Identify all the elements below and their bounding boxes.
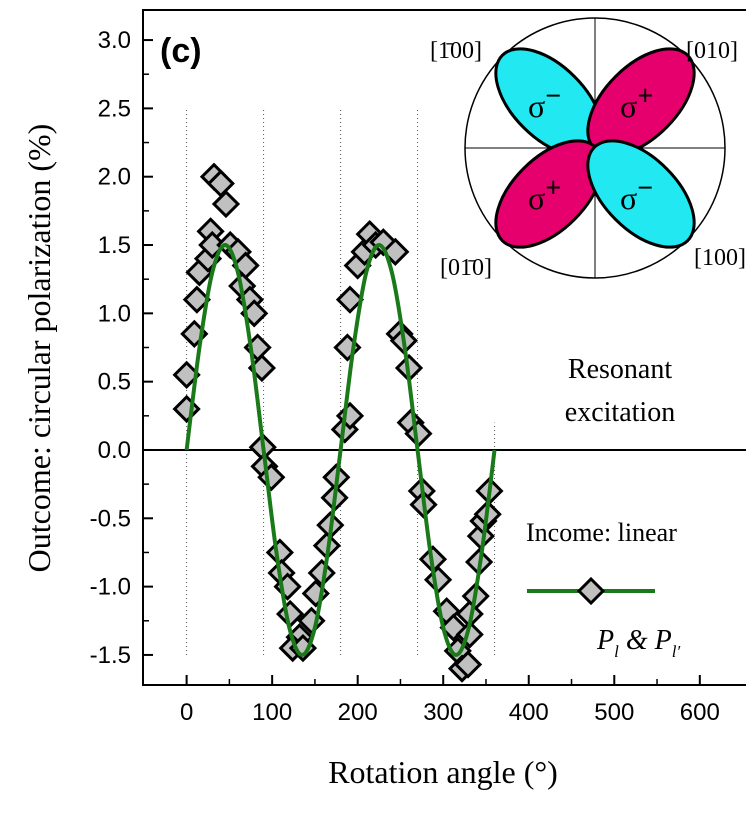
point xyxy=(576,576,606,606)
direction-label: [100] xyxy=(694,245,746,271)
lobe-symbol: σ xyxy=(528,88,545,124)
fit-line xyxy=(184,243,497,657)
y-tick-label: -1.0 xyxy=(90,574,131,601)
inset: [1̄00] [010] [01̄0] [100] σ− σ+ σ+ σ− xyxy=(430,17,746,281)
lobe-label: σ− xyxy=(620,173,653,216)
x-axis-title: Rotation angle (°) xyxy=(328,754,558,790)
y-tick-label: 0.0 xyxy=(98,437,131,464)
y-tick-label: 2.5 xyxy=(98,95,131,122)
point xyxy=(335,401,365,430)
legend-label-part: l′ xyxy=(672,642,681,661)
direction-label: [01̄0] xyxy=(440,255,492,281)
lobe-symbol: σ xyxy=(620,88,637,124)
point xyxy=(275,599,305,629)
lobe-label: σ+ xyxy=(620,81,653,124)
point xyxy=(211,189,241,219)
x-tick-label: 0 xyxy=(180,699,193,726)
x-tick-label: 300 xyxy=(423,699,463,726)
legend-label-part: P xyxy=(596,625,614,656)
lobe-sign: + xyxy=(545,173,561,204)
point xyxy=(453,650,483,679)
x-tick-label: 100 xyxy=(252,699,292,726)
legend-label: Pl & Pl′ xyxy=(596,625,680,661)
lobe-sign: − xyxy=(545,81,561,112)
lobe-sign: + xyxy=(637,81,653,112)
point xyxy=(335,285,365,314)
y-tick-label: 2.0 xyxy=(98,164,131,191)
lobe-symbol: σ xyxy=(620,180,637,216)
x-tick-label: 600 xyxy=(680,699,720,726)
y-tick-label: -1.5 xyxy=(90,642,131,669)
y-tick-label: -0.5 xyxy=(90,505,131,532)
y-tick-label: 3.0 xyxy=(98,27,131,54)
legend-label-part: & xyxy=(619,625,655,656)
plot-area: 3.0 2.5 2.0 1.5 1.0 0.5 0.0 -0.5 -1.0 -1.5 0 100 200… xyxy=(90,9,746,726)
lobe-label: σ− xyxy=(528,81,561,124)
annotation: excitation xyxy=(565,397,675,428)
point xyxy=(172,394,201,424)
x-tick-label: 200 xyxy=(338,699,378,726)
lobe-symbol: σ xyxy=(528,180,545,216)
panel-label: (c) xyxy=(160,32,202,70)
direction-label: [010] xyxy=(686,38,738,64)
y-tick-label: 0.5 xyxy=(98,369,131,396)
y-tick-label: 1.5 xyxy=(98,232,131,259)
lobe xyxy=(586,139,696,249)
x-tick-label: 400 xyxy=(509,699,549,726)
annotation: Resonant xyxy=(568,354,672,385)
legend-label-part: P xyxy=(654,625,672,656)
x-tick-label: 500 xyxy=(594,699,634,726)
legend xyxy=(527,576,655,606)
legend-title: Income: linear xyxy=(526,518,677,547)
y-tick-label: 1.0 xyxy=(98,300,131,327)
lobe-label: σ+ xyxy=(528,173,561,216)
point xyxy=(182,285,212,314)
direction-label: [1̄00] xyxy=(430,38,482,64)
legend-label-part: l xyxy=(614,642,619,661)
y-axis-title: Outcome: circular polarization (%) xyxy=(21,124,57,573)
lobe-sign: − xyxy=(637,173,653,204)
point xyxy=(423,565,453,594)
